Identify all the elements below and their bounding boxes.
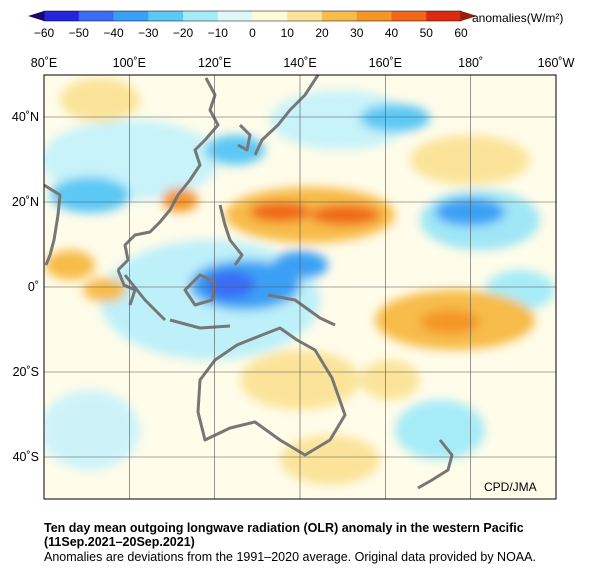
anomaly-blob bbox=[250, 202, 310, 222]
graticule bbox=[44, 75, 556, 499]
colorbar-tick-label: 0 bbox=[249, 26, 256, 40]
coastline-new-guinea bbox=[267, 293, 336, 327]
latitude-label: 40˚S bbox=[13, 450, 39, 464]
colorbar-tick-label: −60 bbox=[34, 26, 55, 40]
anomaly-blob bbox=[83, 278, 127, 302]
credit-label: CPD/JMA bbox=[484, 480, 537, 494]
colorbar-tick-label: −30 bbox=[138, 26, 159, 40]
figure-period: (11Sep.2021–20Sep.2021) bbox=[44, 535, 195, 549]
anomaly-blob bbox=[435, 198, 505, 226]
anomaly-blob bbox=[280, 435, 380, 485]
latitude-label: 40˚N bbox=[12, 110, 39, 124]
colorbar-cell bbox=[148, 11, 184, 21]
colorbar: −60 −50 −40 −30 −20 −10 0 10 20 30 40 50 60 anomalie… bbox=[28, 10, 563, 40]
anomaly-blob bbox=[310, 205, 380, 225]
coastline-new-zealand bbox=[417, 439, 454, 490]
colorbar-cell bbox=[183, 11, 219, 21]
colorbar-cells bbox=[43, 10, 462, 22]
coastline-sumatra bbox=[123, 274, 167, 322]
coastline-borneo bbox=[183, 273, 217, 307]
anomaly-blob bbox=[270, 90, 410, 150]
colorbar-cell bbox=[217, 11, 253, 21]
longitude-label: 80˚E bbox=[31, 56, 57, 70]
figure-title: Ten day mean outgoing longwave radiation… bbox=[44, 521, 524, 535]
coastline-korea bbox=[237, 123, 252, 152]
longitude-label: 160˚E bbox=[369, 56, 402, 70]
colorbar-tick-label: −10 bbox=[208, 26, 229, 40]
colorbar-tick-label: 20 bbox=[315, 26, 329, 40]
colorbar-unit-label: anomalies(W/m²) bbox=[472, 11, 563, 25]
figure-note: Anomalies are deviations from the 1991–2… bbox=[44, 550, 536, 564]
anomaly-blob bbox=[205, 271, 255, 299]
longitude-label: 140˚E bbox=[283, 56, 316, 70]
colorbar-cell bbox=[287, 11, 323, 21]
colorbar-cell bbox=[78, 11, 114, 21]
anomaly-blob bbox=[44, 390, 140, 470]
colorbar-cell bbox=[426, 11, 462, 21]
anomaly-blob bbox=[395, 400, 485, 460]
anomaly-blob bbox=[50, 177, 130, 213]
latitude-label: 0˚ bbox=[28, 280, 39, 294]
colorbar-tick-label: 60 bbox=[454, 26, 468, 40]
colorbar-tick-label: −20 bbox=[173, 26, 194, 40]
map-frame bbox=[43, 74, 557, 500]
colorbar-tick-label: 10 bbox=[281, 26, 295, 40]
colorbar-tick-label: −40 bbox=[103, 26, 124, 40]
colorbar-tick-label: 30 bbox=[350, 26, 364, 40]
latitude-labels: 40˚N 20˚N 0˚ 20˚S 40˚S bbox=[12, 110, 39, 464]
anomaly-blob bbox=[45, 250, 95, 280]
anomaly-field bbox=[44, 75, 556, 499]
colorbar-cell bbox=[322, 11, 358, 21]
longitude-label: 160˚W bbox=[538, 56, 575, 70]
colorbar-tick-labels: −60 −50 −40 −30 −20 −10 0 10 20 30 40 50 60 bbox=[34, 26, 468, 40]
anomaly-blob bbox=[60, 78, 140, 122]
colorbar-tick-label: −50 bbox=[69, 26, 90, 40]
coastline-japan bbox=[253, 75, 320, 156]
colorbar-cell bbox=[252, 11, 288, 21]
coastline-india bbox=[44, 183, 62, 266]
longitude-labels: 80˚E 100˚E 120˚E 140˚E 160˚E 180˚ 160˚W bbox=[31, 56, 575, 70]
colorbar-cell bbox=[113, 11, 149, 21]
colorbar-cell bbox=[44, 11, 80, 21]
coastline-philippines bbox=[218, 204, 244, 266]
latitude-label: 20˚N bbox=[12, 195, 39, 209]
colorbar-arrow-right bbox=[461, 11, 477, 21]
map-panel: 80˚E 100˚E 120˚E 140˚E 160˚E 180˚ 160˚W 40˚N 20… bbox=[12, 56, 575, 500]
longitude-label: 100˚E bbox=[113, 56, 146, 70]
anomaly-blob bbox=[360, 360, 420, 400]
longitude-label: 120˚E bbox=[198, 56, 231, 70]
colorbar-cell bbox=[356, 11, 392, 21]
latitude-label: 20˚S bbox=[13, 365, 39, 379]
colorbar-tick-label: 40 bbox=[385, 26, 399, 40]
coastline-java bbox=[169, 318, 231, 330]
colorbar-cell bbox=[391, 11, 427, 21]
coastlines bbox=[44, 75, 454, 490]
coastline-asia bbox=[116, 77, 220, 272]
anomaly-blob bbox=[420, 310, 480, 334]
anomaly-blob bbox=[410, 135, 530, 185]
longitude-label: 180˚ bbox=[458, 56, 483, 70]
colorbar-arrow-left bbox=[28, 11, 44, 21]
anomaly-blob bbox=[360, 104, 430, 132]
coastline-australia bbox=[196, 326, 347, 457]
colorbar-tick-label: 50 bbox=[420, 26, 434, 40]
